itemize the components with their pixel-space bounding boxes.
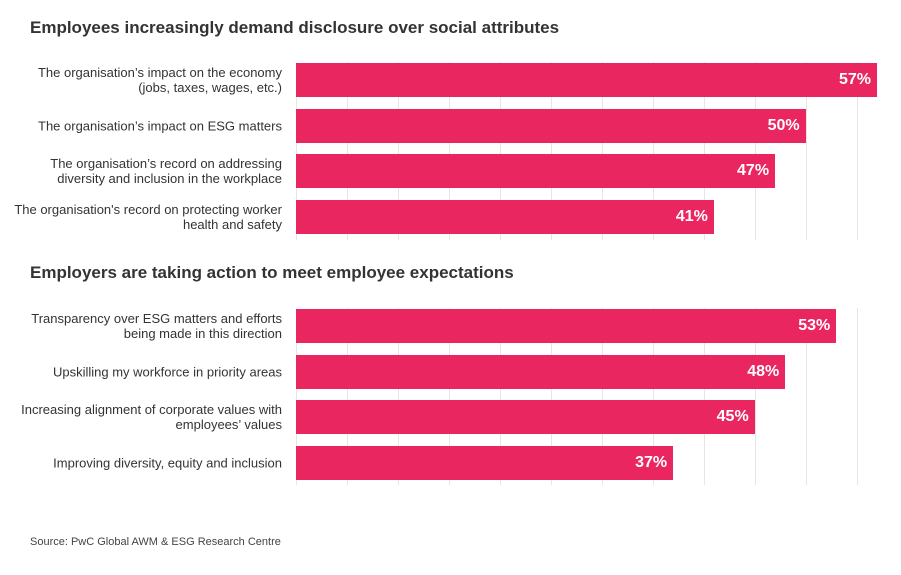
category-label: The organisation’s record on addressing … (50, 156, 282, 187)
grid-line (652, 308, 654, 485)
bar (296, 309, 837, 343)
grid-line (754, 308, 756, 485)
value-label: 45% (716, 408, 749, 426)
grid-line (856, 62, 858, 240)
grid-line (550, 308, 552, 485)
value-label: 50% (767, 116, 800, 134)
value-label: 41% (675, 207, 708, 225)
grid-line (499, 62, 501, 240)
grid-line (703, 62, 705, 240)
bar (296, 63, 877, 97)
chart-title: Employers are taking action to meet empl… (30, 263, 514, 282)
grid-line (448, 62, 450, 240)
bar (296, 354, 786, 389)
chart-title: Employees increasingly demand disclosure… (30, 18, 560, 37)
category-label: The organisation's record on protecting … (14, 201, 282, 232)
category-label: Transparency over ESG matters and effort… (31, 311, 282, 341)
value-label: 37% (635, 453, 668, 471)
category-label: Upskilling my workforce in priority area… (52, 364, 282, 380)
category-label: The organisation’s impact on the economy… (37, 65, 282, 95)
grid-line (346, 62, 348, 240)
grid-line (499, 308, 501, 485)
bar (296, 108, 806, 143)
value-label: 48% (747, 362, 780, 380)
grid-line (601, 62, 603, 240)
bar (296, 199, 714, 234)
grid-line (856, 308, 858, 485)
value-label: 53% (798, 317, 831, 334)
grid-line (448, 308, 450, 485)
value-label: 57% (838, 71, 871, 88)
grid-line (296, 62, 297, 240)
grid-line (805, 62, 807, 240)
grid-line (652, 62, 654, 240)
grid-line (754, 62, 756, 240)
bar (296, 400, 755, 435)
grid-line (397, 62, 399, 240)
value-label: 47% (737, 162, 770, 180)
source: Source: PwC Global AWM & ESG Research Ce… (30, 536, 281, 548)
bar (296, 445, 674, 480)
grid-line (397, 308, 399, 485)
grid-line (805, 308, 807, 485)
category-label: The organisation’s impact on ESG matters (38, 118, 282, 134)
grid-line (346, 308, 348, 485)
bar (296, 154, 776, 189)
category-label: Improving diversity, equity and inclusio… (53, 455, 282, 471)
grid-line (550, 62, 552, 240)
grid-line (296, 308, 297, 485)
grid-line (703, 308, 705, 485)
grid-line (601, 308, 603, 485)
category-label: Increasing alignment of corporate values… (21, 402, 282, 433)
